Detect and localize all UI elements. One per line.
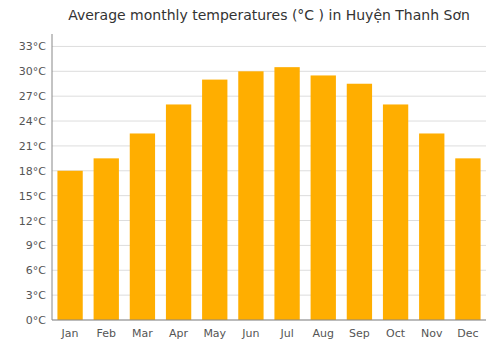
bar xyxy=(347,84,372,320)
bar xyxy=(455,158,480,320)
grid-line xyxy=(52,96,486,97)
y-tick-label: 0°C xyxy=(26,314,46,327)
y-tick-label: 3°C xyxy=(26,289,46,302)
x-tick-label: Sep xyxy=(349,327,370,340)
y-tick-label: 24°C xyxy=(19,115,46,128)
bar xyxy=(166,104,191,320)
x-tick-label: Oct xyxy=(386,327,406,340)
y-tick-label: 6°C xyxy=(26,264,46,277)
y-tick-label: 15°C xyxy=(19,190,46,203)
x-tick-label: Jan xyxy=(61,327,79,340)
y-tick-label: 21°C xyxy=(19,140,46,153)
bar xyxy=(311,75,336,320)
y-tick-label: 9°C xyxy=(26,239,46,252)
x-tick-label: Dec xyxy=(457,327,478,340)
y-tick-label: 27°C xyxy=(19,90,46,103)
x-tick-label: May xyxy=(203,327,226,340)
title: Average monthly temperatures (°C ) in Hu… xyxy=(68,7,470,23)
bar xyxy=(238,71,263,320)
grid-line xyxy=(52,71,486,72)
y-tick-label: 18°C xyxy=(19,165,46,178)
x-axis-line xyxy=(52,320,486,321)
x-tick-label: Nov xyxy=(421,327,443,340)
bar xyxy=(94,158,119,320)
bar xyxy=(130,133,155,320)
grid xyxy=(52,46,486,320)
bars xyxy=(57,67,480,320)
x-tick-label: Feb xyxy=(97,327,116,340)
x-tick-label: Apr xyxy=(169,327,189,340)
y-tick-label: 30°C xyxy=(19,65,46,78)
grid-line xyxy=(52,46,486,47)
y-tick-label: 12°C xyxy=(19,215,46,228)
x-tick-label: Jun xyxy=(241,327,259,340)
x-tick-label: Aug xyxy=(313,327,334,340)
bar xyxy=(202,80,227,320)
bar xyxy=(57,171,82,320)
bar xyxy=(419,133,444,320)
x-tick-label: Mar xyxy=(132,327,153,340)
bar xyxy=(274,67,299,320)
y-axis-line xyxy=(52,34,53,320)
chart: Average monthly temperatures (°C ) in Hu… xyxy=(0,0,500,350)
bar xyxy=(383,104,408,320)
grid-line xyxy=(52,320,486,321)
grid-line xyxy=(52,121,486,122)
x-tick-label: Jul xyxy=(279,327,293,340)
y-tick-label: 33°C xyxy=(19,40,46,53)
